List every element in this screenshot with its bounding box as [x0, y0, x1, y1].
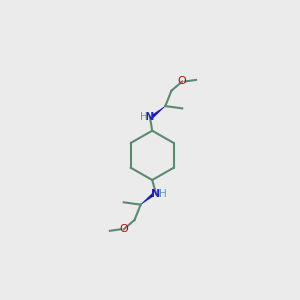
Text: O: O: [178, 76, 187, 86]
Text: N: N: [145, 112, 154, 122]
Text: O: O: [119, 224, 128, 234]
Text: H: H: [140, 112, 148, 122]
Text: N: N: [152, 189, 161, 199]
Polygon shape: [152, 106, 165, 119]
Polygon shape: [141, 192, 154, 205]
Text: H: H: [159, 189, 167, 199]
